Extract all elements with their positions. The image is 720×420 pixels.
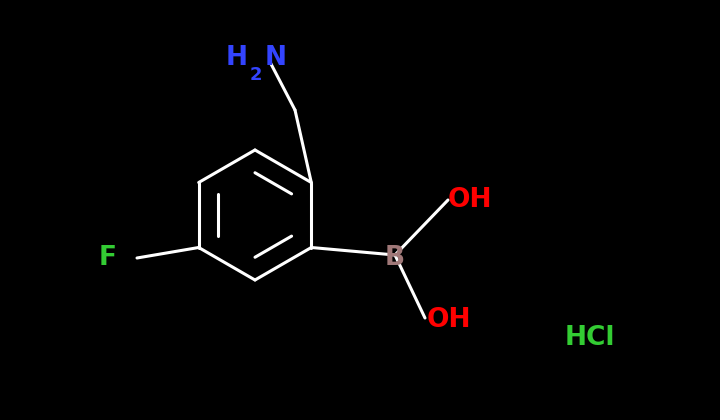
Text: N: N — [265, 45, 287, 71]
Text: H: H — [226, 45, 248, 71]
Text: HCl: HCl — [564, 325, 616, 351]
Text: OH: OH — [427, 307, 472, 333]
Text: B: B — [385, 245, 405, 271]
Text: OH: OH — [448, 187, 492, 213]
Text: F: F — [99, 245, 117, 271]
Text: 2: 2 — [250, 66, 263, 84]
